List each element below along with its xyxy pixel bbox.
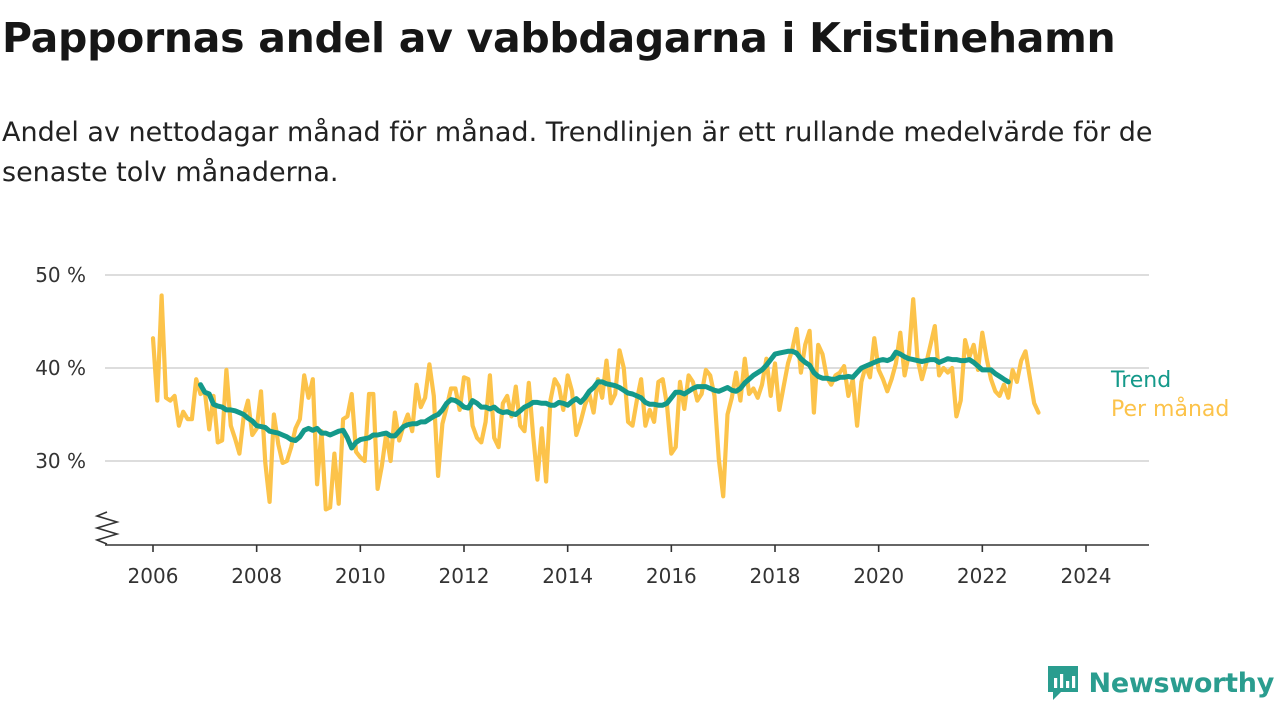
chart-title: Pappornas andel av vabbdagarna i Kristin… — [2, 14, 1116, 62]
x-tick-label: 2022 — [957, 564, 1008, 588]
grid-lines — [105, 274, 1149, 462]
y-axis-break-icon — [94, 511, 120, 545]
newsworthy-logo-icon — [1047, 666, 1078, 700]
chart-subtitle: Andel av nettodagar månad för månad. Tre… — [2, 117, 1153, 188]
x-tick-label: 2006 — [128, 564, 179, 588]
x-tick-label: 2012 — [439, 564, 490, 588]
series-label-trend: Trend — [1110, 368, 1171, 393]
x-tick-label: 2020 — [853, 564, 904, 588]
x-tick-label: 2010 — [335, 564, 386, 588]
x-tick-label: 2024 — [1061, 564, 1112, 588]
x-tick-label: 2014 — [542, 564, 593, 588]
y-axis-ticks: 30 % 40 % 50 % — [35, 263, 86, 473]
x-tick-label: 2016 — [646, 564, 697, 588]
x-axis: 2006 2008 2010 2012 2014 2016 2018 2020 2022 2024 — [105, 544, 1149, 588]
brand-logo: Newsworthy — [1045, 664, 1274, 702]
brand-name: Newsworthy — [1088, 667, 1275, 699]
y-tick-label: 50 % — [35, 263, 86, 287]
x-tick-label: 2018 — [750, 564, 801, 588]
y-tick-label: 40 % — [35, 356, 86, 380]
series-layer — [150, 293, 1041, 512]
series-line-trend — [198, 348, 1011, 451]
series-label-per-manad: Per månad — [1111, 396, 1229, 422]
x-tick-label: 2008 — [231, 564, 282, 588]
series-line-per-manad — [150, 293, 1041, 512]
y-tick-label: 30 % — [35, 449, 86, 473]
